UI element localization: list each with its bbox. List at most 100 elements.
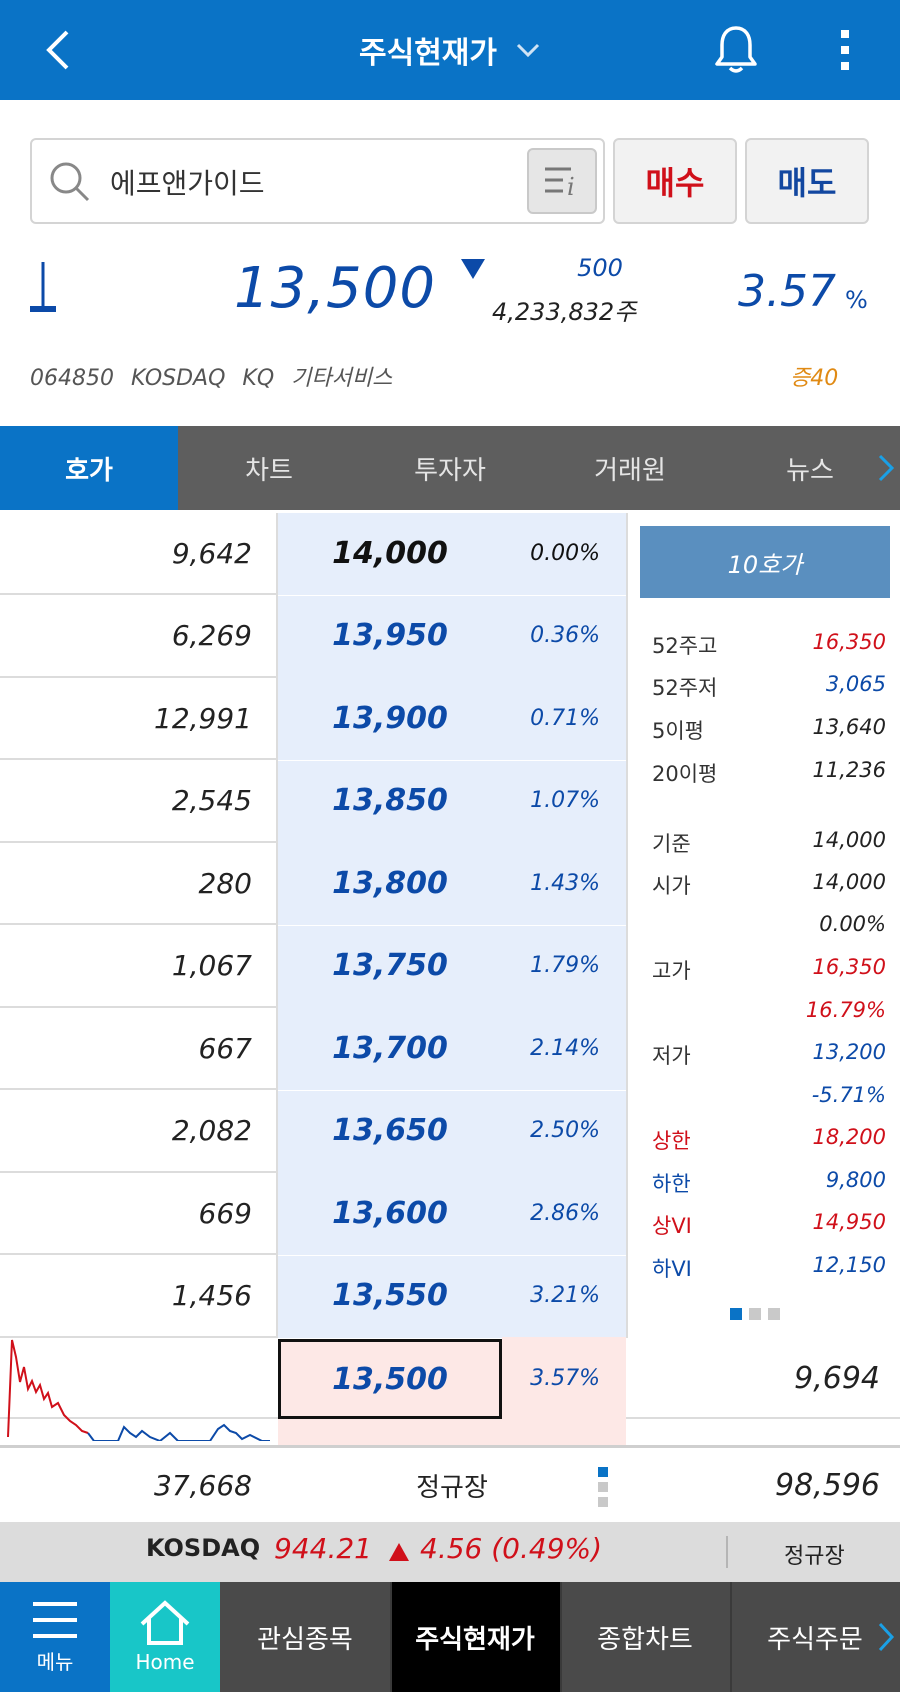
- stock-search-input[interactable]: 에프앤가이드: [110, 167, 265, 200]
- ten-level-button[interactable]: 10호가: [640, 526, 890, 598]
- ask-qty: 12,991: [154, 701, 252, 735]
- trade-volume: 4,233,832주: [492, 298, 637, 326]
- chevron-right-icon[interactable]: [874, 1618, 898, 1656]
- stat-label: 하VI: [652, 1257, 692, 1281]
- kebab-menu-icon: [841, 30, 849, 70]
- ask-price-cell: [277, 925, 626, 1008]
- ask-qty: 280: [198, 866, 252, 900]
- buy-button[interactable]: 매수: [613, 138, 737, 224]
- total-bid-qty: 98,596: [775, 1467, 880, 1503]
- divider: [560, 1582, 562, 1692]
- nav-chart[interactable]: 종합차트: [560, 1582, 730, 1692]
- orderbook: 9,642 14,000 0.00% 6,269 13,950 0.36% 12,991 13…: [0, 513, 900, 1338]
- ask-pct: 2.14%: [530, 1035, 600, 1061]
- stat-value: 9,800: [825, 1168, 886, 1192]
- ask-price[interactable]: 13,600: [332, 1195, 448, 1231]
- session-selector-icon[interactable]: [596, 1466, 612, 1508]
- ask-price-cell: [277, 760, 626, 843]
- ask-row[interactable]: 12,991 13,900 0.71%: [0, 678, 626, 760]
- stat-value: 16,350: [812, 955, 886, 979]
- ask-pct: 1.79%: [530, 953, 600, 978]
- ask-qty: 1,067: [171, 949, 252, 982]
- ask-row[interactable]: 1,456 13,550 3.21%: [0, 1255, 626, 1338]
- stock-info-button[interactable]: i: [527, 148, 597, 214]
- tab-news[interactable]: 뉴스: [786, 455, 834, 486]
- notification-button[interactable]: [706, 20, 766, 80]
- stat-label: 52주저: [652, 676, 718, 700]
- stat-value: 14,000: [812, 870, 886, 894]
- ask-qty: 1,456: [171, 1279, 252, 1312]
- stock-search-box[interactable]: 에프앤가이드 i: [30, 138, 605, 224]
- ask-price[interactable]: 13,700: [332, 1030, 448, 1066]
- ask-row[interactable]: 2,082 13,650 2.50%: [0, 1090, 626, 1173]
- nav-home-button[interactable]: Home: [110, 1582, 220, 1692]
- hamburger-icon: [33, 1601, 77, 1638]
- stat-label: 고가: [652, 959, 691, 983]
- intraday-sparkline: [7, 1339, 270, 1441]
- bid-qty: 9,694: [794, 1360, 880, 1396]
- ask-row[interactable]: 6,269 13,950 0.36%: [0, 595, 626, 678]
- index-name: KOSDAQ: [146, 1534, 261, 1562]
- tab-investor[interactable]: 투자자: [414, 455, 486, 486]
- ask-row[interactable]: 669 13,600 2.86%: [0, 1173, 626, 1255]
- chevron-right-icon[interactable]: [872, 446, 900, 490]
- ask-price[interactable]: 13,550: [332, 1278, 448, 1313]
- tab-orderbook[interactable]: 호가: [0, 426, 178, 510]
- orderbook-totals: 37,668 정규장 98,596: [0, 1445, 900, 1521]
- ask-price-cell: [277, 1090, 626, 1173]
- ask-price[interactable]: 13,750: [332, 948, 448, 983]
- nav-current-price[interactable]: 주식현재가: [390, 1582, 560, 1692]
- ask-price[interactable]: 13,850: [332, 783, 448, 818]
- ask-pct: 0.71%: [530, 705, 600, 731]
- bell-icon: [715, 26, 757, 73]
- stat-value: 16.79%: [805, 998, 886, 1022]
- ask-pct: 1.43%: [530, 870, 600, 896]
- tab-chart[interactable]: 차트: [245, 455, 293, 486]
- stat-label: 시가: [652, 874, 691, 898]
- stat-label: 기준: [652, 832, 691, 856]
- ask-price-cell: [277, 595, 626, 678]
- price-direction-icon: [30, 262, 56, 312]
- svg-text:i: i: [567, 173, 575, 201]
- stat-value: 14,950: [812, 1210, 886, 1234]
- ask-qty: 2,082: [171, 1114, 252, 1147]
- search-icon: [50, 162, 90, 202]
- ask-pct: 0.00%: [530, 540, 600, 566]
- tab-broker[interactable]: 거래원: [594, 455, 666, 486]
- chevron-left-icon: [46, 30, 69, 70]
- stock-sector: KQ 기타서비스: [242, 366, 393, 391]
- chevron-down-icon: [516, 43, 540, 58]
- stat-label: 하한: [652, 1172, 691, 1196]
- ask-row[interactable]: 2,545 13,850 1.07%: [0, 760, 626, 843]
- ask-price[interactable]: 13,800: [332, 865, 448, 901]
- current-price-cell[interactable]: 13,500: [278, 1339, 502, 1419]
- more-options-button[interactable]: [820, 22, 870, 78]
- nav-watchlist[interactable]: 관심종목: [220, 1582, 390, 1692]
- home-icon: [140, 1600, 190, 1645]
- market-index-bar[interactable]: KOSDAQ 944.21 4.56 (0.49%) 정규장: [0, 1522, 900, 1582]
- down-triangle-icon: [461, 259, 485, 279]
- ask-qty: 9,642: [171, 536, 252, 570]
- ask-price[interactable]: 13,650: [332, 1113, 448, 1148]
- ask-row[interactable]: 280 13,800 1.43%: [0, 843, 626, 925]
- ask-row[interactable]: 9,642 14,000 0.00%: [0, 513, 626, 595]
- screen-title-dropdown[interactable]: 주식현재가: [330, 22, 570, 78]
- stat-value: 11,236: [812, 758, 886, 782]
- ask-row[interactable]: 1,067 13,750 1.79%: [0, 925, 626, 1008]
- up-triangle-icon: [389, 1543, 409, 1561]
- ask-price-cell: [277, 1008, 626, 1090]
- stat-label: 저가: [652, 1044, 691, 1068]
- divider: [390, 1582, 392, 1692]
- ask-row[interactable]: 667 13,700 2.14%: [0, 1008, 626, 1090]
- ask-price[interactable]: 13,900: [332, 700, 448, 736]
- ask-price[interactable]: 14,000: [332, 535, 448, 571]
- ask-price-cell: [277, 843, 626, 925]
- bottom-navigation: 메뉴 Home 관심종목 주식현재가 종합차트 주식주문: [0, 1582, 900, 1692]
- ask-price[interactable]: 13,950: [332, 618, 448, 653]
- price-change: 500: [577, 254, 623, 282]
- sell-button[interactable]: 매도: [745, 138, 869, 224]
- nav-order[interactable]: 주식주문: [730, 1582, 900, 1692]
- back-button[interactable]: [30, 22, 86, 78]
- stat-label: 20이평: [652, 762, 718, 786]
- nav-menu-button[interactable]: 메뉴: [0, 1582, 110, 1692]
